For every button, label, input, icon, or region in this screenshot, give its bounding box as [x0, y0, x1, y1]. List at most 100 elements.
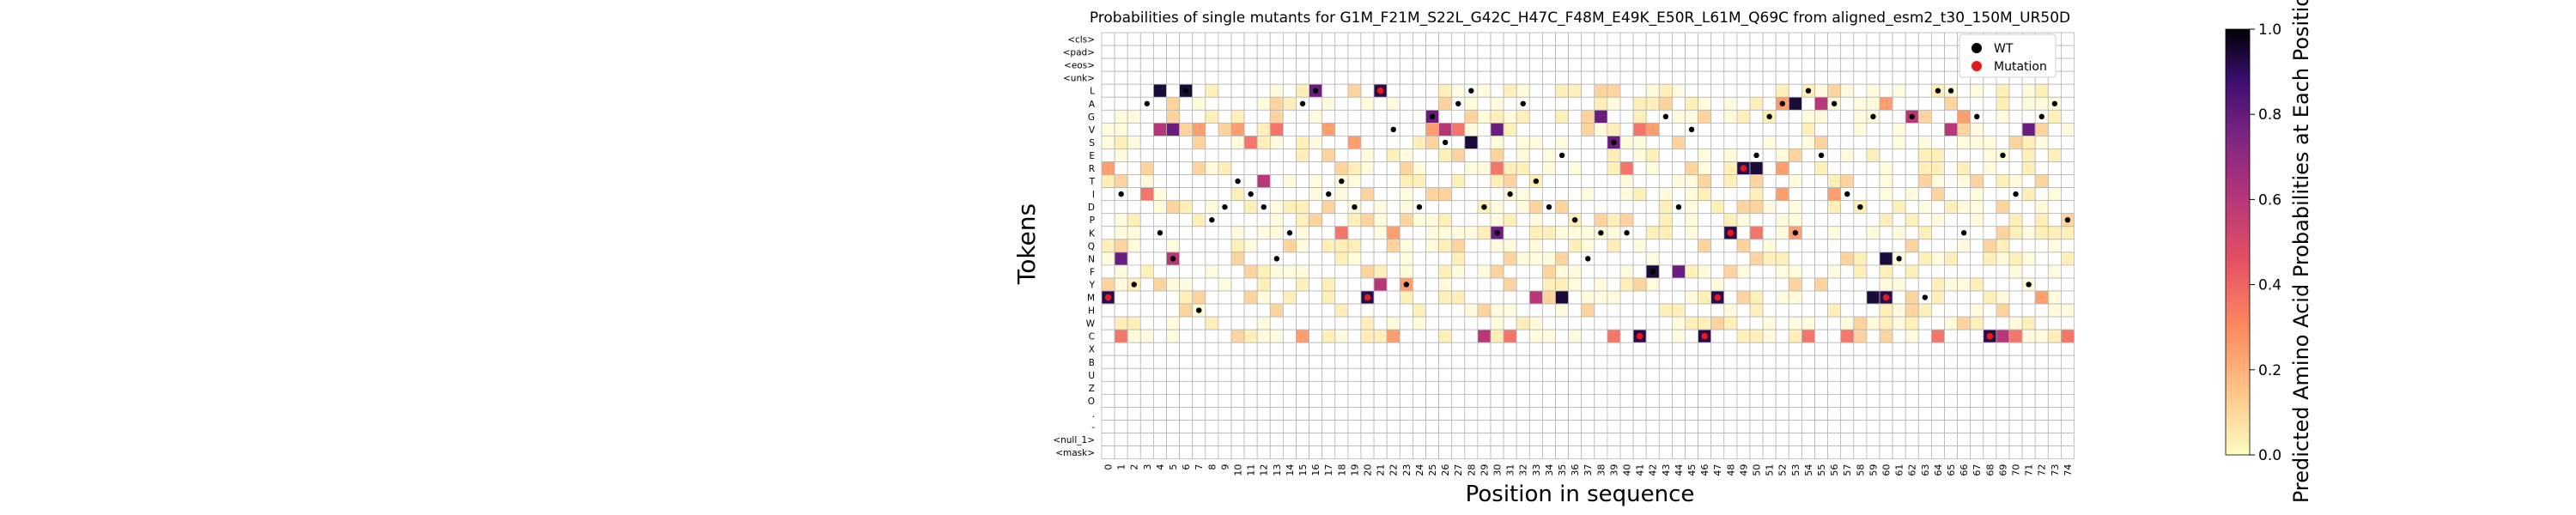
- heatmap-cell: [1762, 174, 1777, 189]
- heatmap-cell: [1801, 420, 1815, 433]
- heatmap-cell: [1542, 239, 1556, 253]
- heatmap-cell: [1205, 135, 1219, 149]
- heatmap-cell: [1205, 316, 1219, 330]
- wt-marker: [1455, 100, 1461, 106]
- heatmap-cell: [1438, 264, 1453, 279]
- heatmap-cell: [1477, 420, 1492, 433]
- heatmap-cell: [1451, 32, 1466, 46]
- heatmap-cell: [1399, 58, 1413, 72]
- heatmap-cell: [1283, 83, 1297, 98]
- heatmap-cell: [2034, 393, 2049, 408]
- heatmap-cell: [1451, 161, 1466, 175]
- heatmap-cell: [1373, 96, 1388, 111]
- heatmap-cell: [1581, 161, 1595, 175]
- heatmap-cell: [1775, 264, 1789, 279]
- heatmap-cell: [1581, 445, 1595, 460]
- x-tick-label: 35: [1557, 464, 1568, 476]
- heatmap-cell: [2047, 83, 2062, 98]
- heatmap-cell: [1853, 393, 1868, 408]
- heatmap-cell: [1723, 354, 1738, 369]
- wt-marker: [1805, 88, 1812, 94]
- heatmap-cell: [1581, 367, 1595, 382]
- wt-marker: [1611, 139, 1617, 146]
- heatmap-cell: [1917, 109, 1932, 124]
- heatmap-cell: [1723, 32, 1738, 46]
- heatmap-cell: [1347, 96, 1362, 111]
- x-tick-label: 33: [1531, 464, 1542, 476]
- heatmap-cell: [1762, 70, 1777, 85]
- heatmap-cell: [1658, 303, 1673, 318]
- heatmap-cell: [1321, 32, 1336, 46]
- heatmap-cell: [1205, 58, 1219, 72]
- wt-marker: [1688, 126, 1695, 133]
- heatmap-cell: [1555, 393, 1570, 408]
- heatmap-cell: [1192, 187, 1206, 202]
- heatmap-cell: [1179, 433, 1194, 446]
- heatmap-cell: [1840, 264, 1855, 279]
- heatmap-cell: [1840, 445, 1855, 460]
- heatmap-cell: [1685, 445, 1699, 460]
- heatmap-cell: [1736, 148, 1751, 162]
- heatmap-cell: [1827, 303, 1842, 318]
- heatmap-cell: [1179, 174, 1194, 189]
- heatmap-cell: [1438, 58, 1453, 72]
- heatmap-cell: [2034, 148, 2049, 162]
- heatmap-cell: [1451, 213, 1466, 227]
- heatmap-cell: [1944, 96, 1959, 111]
- legend-marker: [1971, 43, 1982, 53]
- heatmap-cell: [1464, 96, 1479, 111]
- heatmap-cell: [1814, 277, 1829, 292]
- heatmap-cell: [1503, 290, 1517, 305]
- heatmap-cell: [1905, 135, 1919, 149]
- heatmap-cell: [1451, 420, 1466, 433]
- heatmap-cell: [1698, 239, 1712, 253]
- heatmap-cell: [1801, 226, 1815, 240]
- heatmap-cell: [1347, 239, 1362, 253]
- heatmap-cell: [1179, 420, 1194, 433]
- heatmap-cell: [1166, 329, 1181, 343]
- heatmap-cell: [1892, 342, 1906, 356]
- heatmap-cell: [1723, 316, 1738, 330]
- heatmap-cell: [1672, 277, 1686, 292]
- heatmap-cell: [1347, 70, 1362, 85]
- heatmap-cell: [1749, 174, 1764, 189]
- heatmap-cell: [1905, 380, 1919, 395]
- heatmap-cell: [1386, 109, 1400, 124]
- heatmap-cell: [1321, 109, 1336, 124]
- heatmap-cell: [1723, 200, 1738, 215]
- heatmap-cell: [1917, 420, 1932, 433]
- heatmap-cell: [1542, 187, 1556, 202]
- heatmap-cell: [1930, 32, 1945, 46]
- heatmap-cell: [1373, 45, 1388, 59]
- heatmap-cell: [1425, 135, 1440, 149]
- heatmap-cell: [1192, 45, 1206, 59]
- heatmap-cell: [1438, 303, 1453, 318]
- heatmap-cell: [1283, 329, 1297, 343]
- heatmap-cell: [1528, 433, 1543, 446]
- heatmap-cell: [1243, 226, 1258, 240]
- heatmap-cell: [1853, 329, 1868, 343]
- y-tick-label: L: [1090, 87, 1095, 97]
- heatmap-cell: [1762, 251, 1777, 266]
- heatmap-cell: [1243, 445, 1258, 460]
- heatmap-cell: [1192, 96, 1206, 111]
- heatmap-cell: [1542, 45, 1556, 59]
- heatmap-cell: [1749, 187, 1764, 202]
- heatmap-cell: [1788, 70, 1802, 85]
- heatmap-cell: [1827, 174, 1842, 189]
- heatmap-cell: [1542, 433, 1556, 446]
- heatmap-cell: [1970, 135, 1984, 149]
- heatmap-cell: [1698, 420, 1712, 433]
- heatmap-cell: [1218, 277, 1232, 292]
- heatmap-cell: [1386, 239, 1400, 253]
- heatmap-cell: [1179, 367, 1194, 382]
- heatmap-cell: [2008, 367, 2023, 382]
- heatmap-cell: [1139, 122, 1154, 136]
- wt-marker: [1326, 191, 1332, 197]
- heatmap-cell: [1632, 264, 1647, 279]
- heatmap-cell: [1632, 380, 1647, 395]
- heatmap-cell: [1970, 213, 1984, 227]
- heatmap-cell: [1710, 226, 1725, 240]
- heatmap-cell: [1386, 32, 1400, 46]
- heatmap-cell: [1788, 251, 1802, 266]
